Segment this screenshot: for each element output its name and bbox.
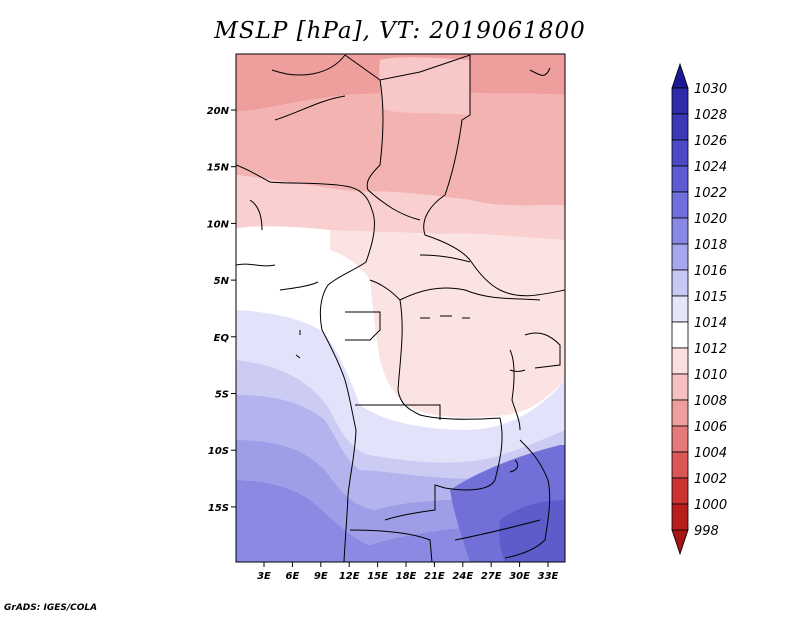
colorbar-segment — [671, 87, 689, 115]
country-borders — [236, 54, 565, 562]
map-frame — [235, 53, 566, 563]
grads-credit: GrADS: IGES/COLA — [4, 603, 98, 613]
lon-tick-label: 15E — [367, 571, 388, 582]
colorbar-label: 1002 — [694, 472, 727, 487]
colorbar-label: 1026 — [694, 134, 727, 149]
lat-axis: 20N 15N 10N 5N EQ 5S 10S 15S — [207, 106, 236, 514]
lat-tick-label: 15N — [207, 163, 230, 174]
lon-tick-label: 6E — [286, 571, 300, 582]
lon-tick-label: 24E — [452, 571, 473, 582]
colorbar-segment — [671, 425, 689, 453]
band-1012 — [330, 230, 565, 418]
colorbar-label: 1024 — [694, 160, 727, 175]
colorbar-label: 1010 — [694, 368, 727, 383]
colorbar-max-arrow — [671, 62, 689, 89]
lat-tick-label: 10N — [207, 219, 230, 230]
mslp-field — [236, 54, 565, 562]
lon-tick-label: 33E — [538, 571, 559, 582]
colorbar-label: 1030 — [694, 82, 727, 97]
colorbar-label: 1022 — [694, 186, 727, 201]
lat-tick-label: 5S — [215, 390, 229, 401]
colorbar-segment — [671, 269, 689, 297]
colorbar-label: 1004 — [694, 446, 727, 461]
lat-tick-label: EQ — [214, 333, 230, 344]
lat-tick-label: 5N — [214, 276, 230, 287]
colorbar-label: 1012 — [694, 342, 727, 357]
colorbar-label: 1006 — [694, 420, 727, 435]
colorbar-segment — [671, 139, 689, 167]
colorbar-segment — [671, 373, 689, 401]
colorbar-segment — [671, 347, 689, 375]
band-1015 — [236, 310, 565, 463]
lon-tick-label: 12E — [339, 571, 360, 582]
colorbar-label: 1018 — [694, 238, 727, 253]
colorbar-segment — [671, 165, 689, 193]
colorbar-label: 1015 — [694, 290, 727, 305]
map-title: MSLP [hPa], VT: 2019061800 — [214, 18, 586, 44]
colorbar-segment — [671, 113, 689, 141]
colorbar-min-arrow — [671, 529, 689, 556]
colorbar-segment — [671, 477, 689, 505]
colorbar-label: 998 — [694, 524, 719, 539]
band-1010 — [236, 175, 565, 240]
lon-tick-label: 27E — [481, 571, 502, 582]
colorbar-label: 1008 — [694, 394, 727, 409]
band-1008 — [236, 90, 565, 206]
lon-tick-label: 30E — [509, 571, 530, 582]
lat-tick-label: 20N — [207, 106, 230, 117]
colorbar-segment — [671, 295, 689, 323]
colorbar-label: 1028 — [694, 108, 727, 123]
lon-tick-label: 21E — [424, 571, 445, 582]
lat-tick-label: 15S — [208, 503, 229, 514]
colorbar-segment — [671, 243, 689, 271]
colorbar-label: 1000 — [694, 498, 727, 513]
colorbar-label: 1020 — [694, 212, 727, 227]
colorbar-segment — [671, 321, 689, 349]
lon-tick-label: 3E — [257, 571, 271, 582]
lon-tick-label: 9E — [314, 571, 328, 582]
colorbar-segment — [671, 451, 689, 479]
colorbar-segment — [671, 217, 689, 245]
colorbar-label: 1016 — [694, 264, 727, 279]
colorbar-segment — [671, 191, 689, 219]
lon-axis: 3E 6E 9E 12E 15E 18E 21E 24E 27E 30E 33E — [257, 562, 559, 582]
colorbar-segment — [671, 503, 689, 531]
colorbar: 1030 1028 1026 1024 1022 1020 1018 1016 1015 1014… — [671, 62, 727, 556]
lat-tick-label: 10S — [208, 446, 229, 457]
lon-tick-label: 18E — [396, 571, 417, 582]
colorbar-label: 1014 — [694, 316, 727, 331]
colorbar-segment — [671, 399, 689, 427]
patch-1010-north — [379, 57, 470, 115]
